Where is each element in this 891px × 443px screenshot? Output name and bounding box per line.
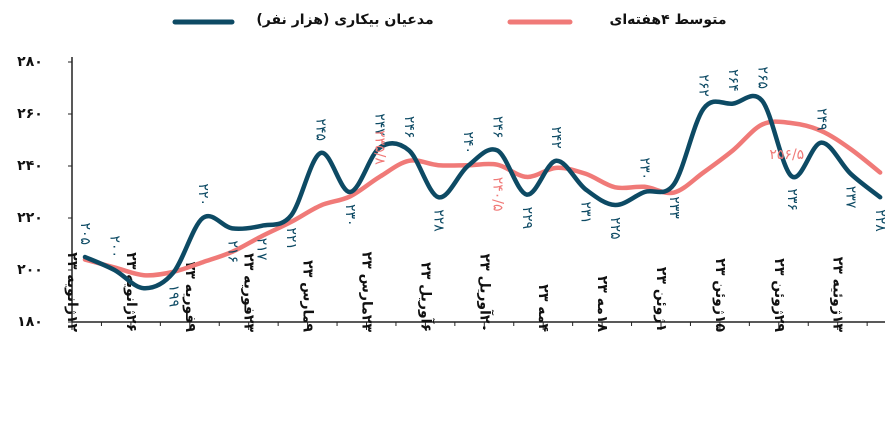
series-line [82,119,883,278]
x-tick-label: ۱۵ژوئن ۲۳ [712,258,728,332]
x-tick-label: ۹فوریه ۲۳ [182,262,198,333]
data-label: ۲۶۵ [754,66,770,89]
data-label: ۲۴۲ [548,126,564,149]
data-label: ۲۴۰ [460,131,476,154]
x-tick-label: ۴مه ۲۳ [535,284,551,332]
data-label: ۲۴۵ [313,118,329,141]
data-label: ۱۹۹ [165,285,181,308]
data-label: ۲۲۱ [283,227,299,250]
data-label: ۲۰۰ [106,235,122,258]
y-tick-label: ۲۴۰ [17,158,43,174]
y-tick-label: ۲۸۰ [17,54,43,70]
data-label: ۲۳۷ [843,186,859,209]
data-label: ۲۴۷ [372,113,388,136]
data-label: ۲۳۵/۸ [372,130,388,165]
x-tick-label: ۹مارس ۲۳ [300,260,316,332]
data-label: ۲۴۶ [489,116,505,139]
y-tick-label: ۲۰۰ [17,262,43,278]
data-label: ۲۳۶ [784,188,800,211]
data-label: ۲۴۶ [401,116,417,139]
series-line [82,93,883,291]
data-label: ۲۲۸ [872,209,888,232]
data-label: ۲۳۰ [637,157,653,180]
x-tick-label: ۲۰آوریل ۲۳ [476,254,494,332]
data-label: ۲۲۰ [195,183,211,206]
legend-label: مدعیان بیکاری (هزار نفر) [256,12,433,28]
x-tick-label: ۱۲ژانویه ۲۳ [64,252,80,332]
data-label: ۲۳۳ [666,196,682,219]
data-label: ۲۶۲ [695,74,711,97]
y-tick-label: ۲۲۰ [17,210,43,226]
data-label: ۲۶۴ [725,69,741,92]
data-label: ۲۰۵ [77,222,93,245]
data-label: ۲۴۹ [813,108,829,131]
data-label: ۲۱۷ [254,238,270,261]
data-label: ۲۴۰/۵ [489,177,505,212]
data-label: ۲۳۱ [578,201,594,224]
x-tick-label: ۲۶ژانویه ۲۳ [123,252,139,332]
x-tick-label: ۱۸مه ۲۳ [594,276,610,333]
data-label: ۲۳۰ [342,204,358,227]
data-label: ۲۲۵ [607,217,623,240]
x-tick-label: ۲۳مارس ۲۳ [359,252,375,333]
data-label: ۲۱۶ [224,240,240,263]
x-tick-label: ۲۳فوریه ۲۳ [241,253,257,332]
y-tick-label: ۲۶۰ [17,106,43,122]
data-label: ۲۲۸ [430,209,446,232]
x-tick-label: ۲۹ژوئن ۲۳ [771,258,787,332]
y-tick-label: ۱۸۰ [17,314,43,330]
legend-label: متوسط ۴هفته‌ای [610,12,727,28]
x-tick-label: ۱ژوئن ۲۳ [653,267,669,332]
data-label: ۲۲۹ [519,207,535,230]
x-tick-label: ۶آوریل ۲۳ [417,262,435,332]
data-label: ۲۵۶/۵ [769,147,804,163]
x-tick-label: ۱۳ژوئیه ۲۳ [830,257,846,333]
